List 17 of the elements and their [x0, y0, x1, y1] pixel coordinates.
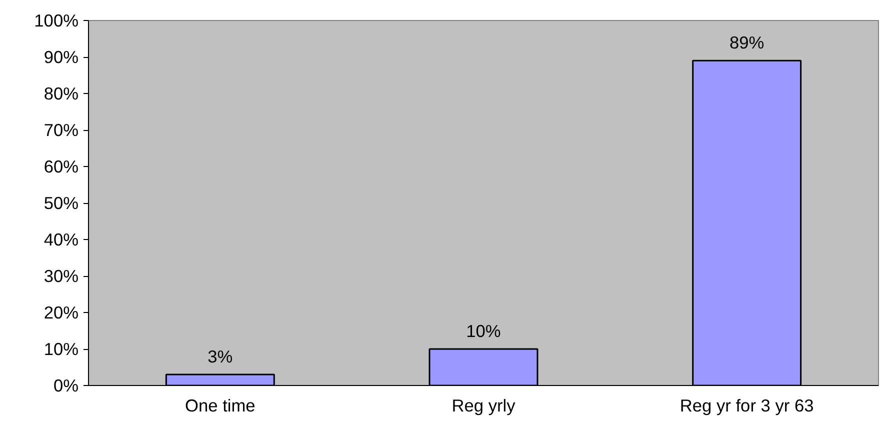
y-tick-label: 10%: [44, 339, 79, 359]
y-tick-label: 40%: [44, 230, 79, 250]
y-tick-label: 90%: [44, 47, 79, 67]
x-tick-label: Reg yrly: [452, 396, 516, 416]
y-tick-label: 70%: [44, 120, 79, 140]
data-label: 10%: [466, 321, 501, 341]
x-tick-label: Reg yr for 3 yr 63: [680, 396, 814, 416]
y-tick-label: 0%: [53, 376, 78, 396]
data-label: 3%: [208, 346, 233, 367]
y-tick-label: 30%: [44, 266, 79, 286]
y-tick-label: 60%: [44, 156, 79, 176]
y-tick-label: 50%: [44, 193, 79, 213]
data-label: 89%: [729, 32, 764, 53]
y-tick-label: 100%: [34, 10, 79, 30]
y-tick-label: 20%: [44, 302, 79, 322]
y-tick-label: 80%: [44, 84, 79, 104]
x-tick-label: One time: [185, 396, 256, 416]
